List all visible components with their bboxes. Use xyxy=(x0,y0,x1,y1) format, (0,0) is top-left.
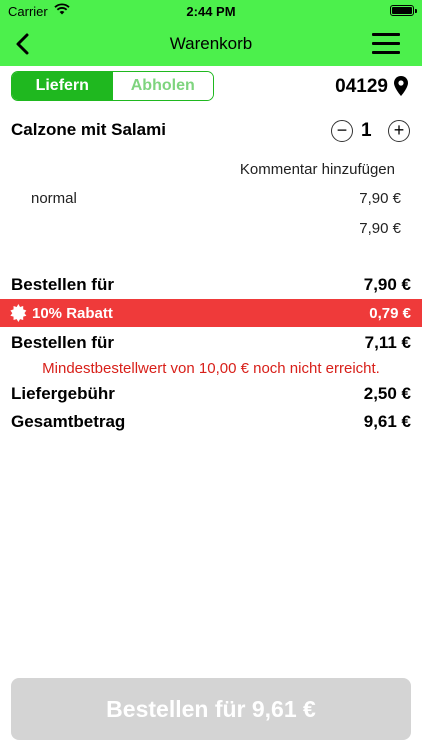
battery-icon xyxy=(390,5,417,16)
delivery-fee-row: Liefergebühr 2,50 € xyxy=(11,384,411,404)
wifi-icon xyxy=(54,3,70,15)
add-comment-link[interactable]: Kommentar hinzufügen xyxy=(239,161,395,178)
delivery-fee-label: Liefergebühr xyxy=(11,384,115,403)
zip-code[interactable]: 04129 xyxy=(335,76,388,97)
discount-value: 0,79 € xyxy=(369,305,411,322)
total-label: Gesamtbetrag xyxy=(11,412,126,431)
subtotal-row: Bestellen für 7,90 € xyxy=(11,275,411,295)
discount-label: 10% Rabatt xyxy=(32,305,113,322)
discount-badge-icon xyxy=(10,304,27,322)
total-row: Gesamtbetrag 9,61 € xyxy=(11,412,411,432)
nav-bar: Warenkorb xyxy=(0,22,422,66)
back-chevron-icon[interactable] xyxy=(12,32,34,56)
discounted-subtotal-label: Bestellen für xyxy=(11,333,114,352)
status-bar: Carrier 2:44 PM xyxy=(0,0,422,22)
hamburger-menu-icon[interactable] xyxy=(372,33,400,55)
item-variant: normal xyxy=(31,190,77,207)
delivery-fee-value: 2,50 € xyxy=(363,384,411,403)
min-order-warning: Mindestbestellwert von 10,00 € noch nich… xyxy=(42,360,380,377)
variant-price: 7,90 € xyxy=(359,190,401,207)
place-order-button[interactable]: Bestellen für 9,61 € xyxy=(11,678,411,740)
subtotal-value: 7,90 € xyxy=(363,275,411,294)
total-value: 9,61 € xyxy=(363,412,411,431)
tab-deliver[interactable]: Liefern xyxy=(12,72,113,100)
discounted-subtotal-row: Bestellen für 7,11 € xyxy=(11,333,411,353)
location-pin-icon[interactable] xyxy=(394,76,408,96)
tab-pickup[interactable]: Abholen xyxy=(112,72,213,100)
page-title: Warenkorb xyxy=(169,34,253,53)
delivery-mode-segment: Liefern Abholen xyxy=(11,71,214,101)
item-total-price: 7,90 € xyxy=(359,220,401,237)
clock: 2:44 PM xyxy=(186,4,236,19)
quantity-value: 1 xyxy=(361,120,372,141)
subtotal-label: Bestellen für xyxy=(11,275,114,294)
item-name: Calzone mit Salami xyxy=(11,120,166,139)
discounted-subtotal-value: 7,11 € xyxy=(364,333,411,352)
quantity-plus-button[interactable]: + xyxy=(388,120,410,142)
carrier-label: Carrier xyxy=(8,4,48,19)
discount-row: 10% Rabatt 0,79 € xyxy=(0,299,422,327)
quantity-minus-button[interactable]: − xyxy=(331,120,353,142)
